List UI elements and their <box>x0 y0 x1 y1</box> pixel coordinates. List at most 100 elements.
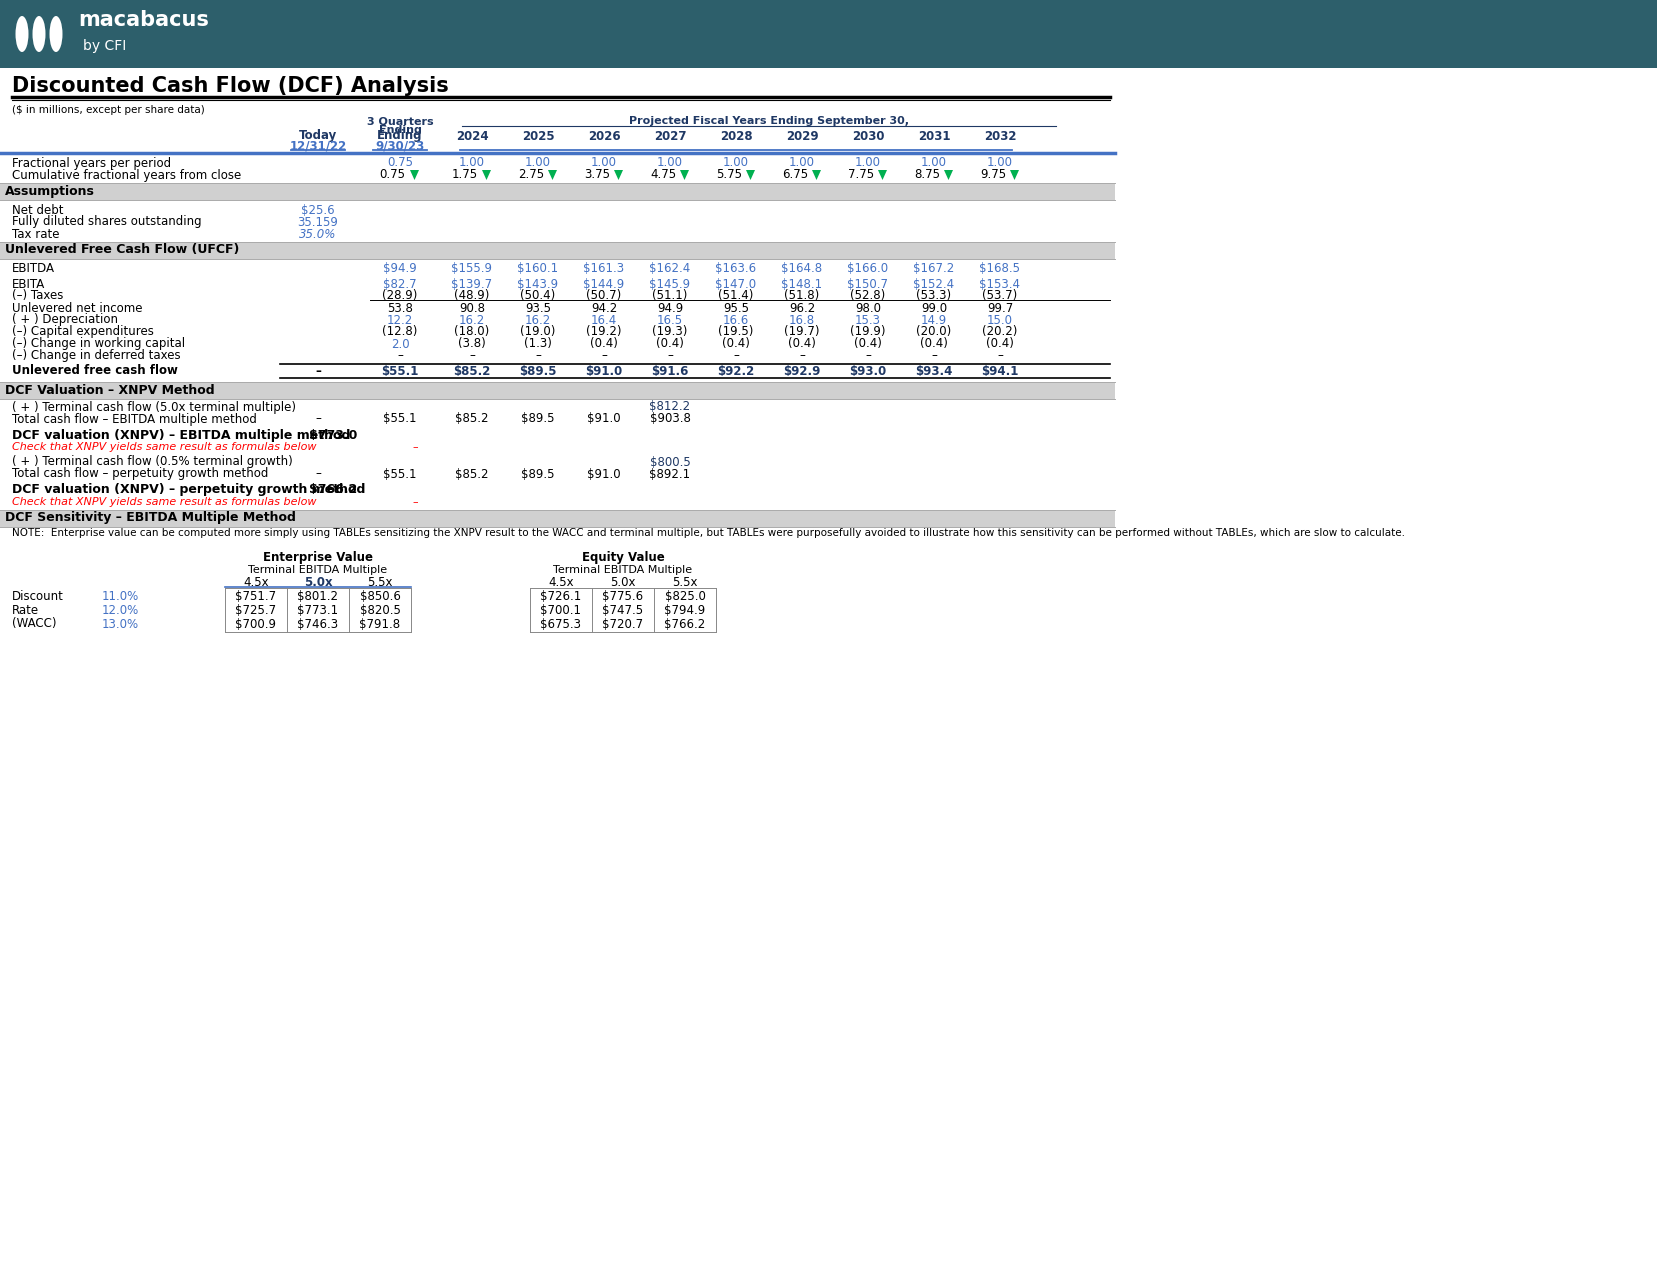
Text: 2025: 2025 <box>522 130 553 143</box>
Text: ( + ) Terminal cash flow (5.0x terminal multiple): ( + ) Terminal cash flow (5.0x terminal … <box>12 400 297 414</box>
Text: DCF Valuation – XNPV Method: DCF Valuation – XNPV Method <box>5 384 214 396</box>
Text: 7.75: 7.75 <box>847 169 873 182</box>
Text: 13.0%: 13.0% <box>101 617 139 631</box>
Text: $153.4: $153.4 <box>979 278 1021 290</box>
Text: EBITDA: EBITDA <box>12 261 55 275</box>
Text: 1.00: 1.00 <box>986 156 1012 169</box>
Text: DCF valuation (XNPV) – EBITDA multiple method: DCF valuation (XNPV) – EBITDA multiple m… <box>12 429 350 442</box>
Text: –: – <box>469 350 474 362</box>
Text: (51.1): (51.1) <box>651 289 688 303</box>
Text: 16.2: 16.2 <box>525 313 550 327</box>
Text: (0.4): (0.4) <box>853 337 882 351</box>
Text: (50.7): (50.7) <box>587 289 621 303</box>
Text: $675.3: $675.3 <box>540 617 582 631</box>
Text: 5.0x: 5.0x <box>610 575 635 588</box>
Text: $91.0: $91.0 <box>587 467 620 481</box>
Bar <box>0 0 1657 68</box>
Text: Terminal EBITDA Multiple: Terminal EBITDA Multiple <box>553 565 693 575</box>
Text: $160.1: $160.1 <box>517 261 558 275</box>
Text: (51.8): (51.8) <box>784 289 819 303</box>
Text: $145.9: $145.9 <box>650 278 691 290</box>
Text: $89.5: $89.5 <box>519 365 557 377</box>
Text: 3.75: 3.75 <box>583 169 610 182</box>
Text: $91.0: $91.0 <box>585 365 623 377</box>
Text: (19.7): (19.7) <box>784 326 819 338</box>
Text: $94.9: $94.9 <box>383 261 416 275</box>
Text: by CFI: by CFI <box>83 39 126 53</box>
Text: $55.1: $55.1 <box>381 365 419 377</box>
Text: 0.75: 0.75 <box>379 169 404 182</box>
Text: $167.2: $167.2 <box>913 261 954 275</box>
Polygon shape <box>679 170 689 180</box>
Text: Total cash flow – perpetuity growth method: Total cash flow – perpetuity growth meth… <box>12 467 268 481</box>
Text: ( + ) Depreciation: ( + ) Depreciation <box>12 313 118 327</box>
Text: DCF Sensitivity – EBITDA Multiple Method: DCF Sensitivity – EBITDA Multiple Method <box>5 511 295 525</box>
Text: (52.8): (52.8) <box>850 289 885 303</box>
Text: –: – <box>413 497 418 507</box>
Text: Today: Today <box>298 130 336 143</box>
Text: 11.0%: 11.0% <box>101 589 139 602</box>
Ellipse shape <box>15 16 28 52</box>
Text: 53.8: 53.8 <box>386 302 413 314</box>
Text: $766.2: $766.2 <box>308 483 356 496</box>
Text: Ending: Ending <box>378 130 423 143</box>
Text: 99.7: 99.7 <box>986 302 1012 314</box>
Text: (19.0): (19.0) <box>520 326 555 338</box>
Text: (0.4): (0.4) <box>787 337 815 351</box>
Text: (18.0): (18.0) <box>454 326 489 338</box>
Text: 35.159: 35.159 <box>297 216 338 228</box>
Text: 96.2: 96.2 <box>789 302 815 314</box>
Text: (WACC): (WACC) <box>12 617 56 631</box>
Text: 1.00: 1.00 <box>789 156 815 169</box>
Text: $700.1: $700.1 <box>540 603 582 617</box>
Text: 94.2: 94.2 <box>590 302 616 314</box>
Text: 4.75: 4.75 <box>650 169 676 182</box>
Text: Ending: Ending <box>378 125 421 135</box>
Text: $725.7: $725.7 <box>235 603 277 617</box>
Text: $720.7: $720.7 <box>601 617 643 631</box>
Text: (20.0): (20.0) <box>916 326 951 338</box>
Text: $89.5: $89.5 <box>520 413 555 425</box>
Text: $82.7: $82.7 <box>383 278 416 290</box>
Text: Discount: Discount <box>12 589 65 602</box>
Text: $800.5: $800.5 <box>650 456 689 468</box>
Text: Net debt: Net debt <box>12 203 63 217</box>
Bar <box>0 183 1114 199</box>
Bar <box>0 382 1114 399</box>
Text: $747.5: $747.5 <box>601 603 643 617</box>
Text: (–) Capital expenditures: (–) Capital expenditures <box>12 326 154 338</box>
Text: $162.4: $162.4 <box>650 261 691 275</box>
Text: 2031: 2031 <box>918 130 949 143</box>
Text: $148.1: $148.1 <box>780 278 822 290</box>
Text: 15.0: 15.0 <box>986 313 1012 327</box>
Text: (0.4): (0.4) <box>920 337 948 351</box>
Text: 16.6: 16.6 <box>722 313 749 327</box>
Text: 16.8: 16.8 <box>789 313 815 327</box>
Text: –: – <box>666 350 673 362</box>
Text: (51.4): (51.4) <box>717 289 754 303</box>
Text: 2029: 2029 <box>785 130 819 143</box>
Text: 5.5x: 5.5x <box>368 575 393 588</box>
Text: (28.9): (28.9) <box>383 289 418 303</box>
Text: –: – <box>799 350 804 362</box>
Text: 8.75: 8.75 <box>913 169 940 182</box>
Text: 2027: 2027 <box>653 130 686 143</box>
Polygon shape <box>482 170 490 180</box>
Ellipse shape <box>33 16 45 52</box>
Text: 2032: 2032 <box>983 130 1016 143</box>
Text: (–) Change in working capital: (–) Change in working capital <box>12 337 186 351</box>
Text: Enterprise Value: Enterprise Value <box>263 551 373 564</box>
Text: (53.7): (53.7) <box>983 289 1017 303</box>
Text: $85.2: $85.2 <box>452 365 490 377</box>
Text: $139.7: $139.7 <box>451 278 492 290</box>
Text: $164.8: $164.8 <box>780 261 822 275</box>
Polygon shape <box>1009 170 1019 180</box>
Text: $85.2: $85.2 <box>456 467 489 481</box>
Text: 1.00: 1.00 <box>722 156 749 169</box>
Text: 95.5: 95.5 <box>722 302 749 314</box>
Text: (0.4): (0.4) <box>656 337 684 351</box>
Text: –: – <box>865 350 870 362</box>
Text: $850.6: $850.6 <box>360 589 401 602</box>
Text: 15.3: 15.3 <box>855 313 880 327</box>
Text: (50.4): (50.4) <box>520 289 555 303</box>
